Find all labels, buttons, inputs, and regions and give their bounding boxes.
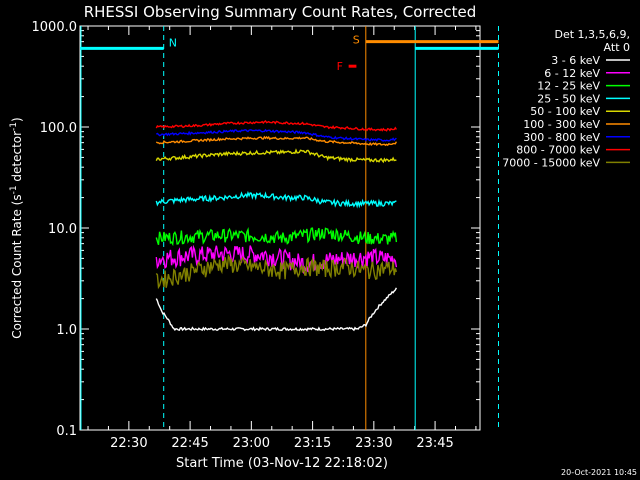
plot-frame <box>79 25 481 431</box>
legend-entry-label: 6 - 12 keV <box>544 67 600 80</box>
series-line-2 <box>155 227 398 247</box>
x-tick-label: 23:45 <box>416 436 453 451</box>
y-tick-label: 1.0 <box>56 323 77 338</box>
series-line-1 <box>155 244 398 274</box>
y-axis-label: Corrected Count Rate (s-1 detector-1) <box>9 117 24 338</box>
legend-header-detectors: Det 1,3,5,6,9, <box>554 28 630 41</box>
series-line-8 <box>155 253 398 290</box>
plot-border <box>79 25 481 431</box>
x-tick-label: 22:30 <box>110 436 147 451</box>
night-flag-label: N <box>169 36 177 49</box>
legend-entry-label: 7000 - 15000 keV <box>502 156 600 169</box>
footer-date: 20-Oct-2021 10:45 <box>561 468 637 477</box>
y-axis: 0.1 1.0 10.0 100.0 1000.0 <box>32 20 480 439</box>
y-tick-label: 1000.0 <box>32 20 78 35</box>
series-line-6 <box>155 128 397 142</box>
y-axis-label-tail: detector <box>10 131 24 186</box>
chart-title: RHESSI Observing Summary Count Rates, Co… <box>84 3 477 21</box>
y-axis-label-sup2: -1 <box>9 122 19 131</box>
legend-entry-label: 300 - 800 keV <box>523 131 600 144</box>
flare-flag-label: F <box>337 60 343 73</box>
series-line-3 <box>155 190 397 209</box>
saa-flag-label: S <box>353 34 360 47</box>
legend-entry-label: 3 - 6 keV <box>551 54 600 67</box>
flag-lines: N SF <box>80 26 499 430</box>
y-tick-label: 10.0 <box>48 222 77 237</box>
y-axis-label-close: ) <box>10 117 24 122</box>
legend-entry-label: 12 - 25 keV <box>537 80 600 93</box>
x-tick-label: 23:15 <box>294 436 331 451</box>
x-axis-label: Start Time (03-Nov-12 22:18:02) <box>176 456 388 471</box>
series-line-7 <box>155 120 397 132</box>
legend-entry-label: 25 - 50 keV <box>537 92 600 105</box>
legend-entry-label: 800 - 7000 keV <box>516 144 600 157</box>
x-tick-label: 23:30 <box>355 436 392 451</box>
series-group <box>155 120 398 332</box>
series-line-5 <box>155 135 398 147</box>
series-line-4 <box>155 148 397 164</box>
y-axis-label-sup1: -1 <box>9 185 19 194</box>
legend-header-attenuator: Att 0 <box>604 41 630 54</box>
y-axis-label-main: Corrected Count Rate (s <box>10 194 24 338</box>
y-tick-label: 0.1 <box>56 424 77 439</box>
series-line-0 <box>155 287 398 332</box>
x-axis: 22:30 22:45 23:00 23:15 23:30 23:45 <box>87 26 477 451</box>
legend-entry-label: 50 - 100 keV <box>530 105 600 118</box>
x-tick-label: 22:45 <box>171 436 208 451</box>
x-tick-label: 23:00 <box>233 436 270 451</box>
y-tick-label: 100.0 <box>40 121 77 136</box>
legend-entry-label: 100 - 300 keV <box>523 118 600 131</box>
